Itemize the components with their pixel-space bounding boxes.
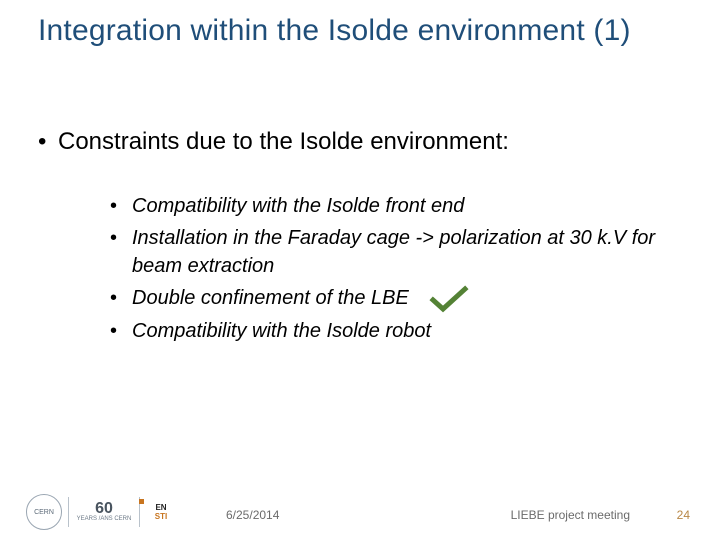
sti-top: EN [155, 503, 166, 512]
sub-bullet-item: •Double confinement of the LBE [110, 284, 670, 313]
footer: CERN 60 YEARS /ANS CERN EN STI 6/25/2014… [0, 492, 720, 540]
sub-bullet-list: •Compatibility with the Isolde front end… [110, 192, 670, 349]
anniversary-label: YEARS /ANS CERN [77, 516, 132, 522]
logo-divider [68, 497, 69, 527]
sub-bullet-dot: • [110, 317, 132, 345]
anniversary-logo: 60 YEARS /ANS CERN [75, 494, 133, 530]
sub-bullet-dot: • [110, 284, 132, 312]
sub-bullet-text: Double confinement of the LBE [132, 284, 469, 313]
sub-bullet-text: Installation in the Faraday cage -> pola… [132, 224, 670, 280]
footer-page-number: 24 [677, 508, 690, 522]
sub-bullet-dot: • [110, 224, 132, 252]
sub-bullet-text: Compatibility with the Isolde front end [132, 192, 464, 220]
footer-meeting: LIEBE project meeting [511, 508, 630, 522]
slide: Integration within the Isolde environmen… [0, 0, 720, 540]
logo-group: CERN 60 YEARS /ANS CERN EN STI [26, 494, 176, 530]
sub-bullet-dot: • [110, 192, 132, 220]
sti-bottom: STI [155, 512, 167, 521]
check-icon [429, 284, 469, 313]
en-sti-logo: EN STI [146, 497, 176, 527]
sti-dot-icon [139, 499, 144, 504]
level1-text: Constraints due to the Isolde environmen… [58, 128, 668, 156]
sub-bullet-text: Compatibility with the Isolde robot [132, 317, 431, 345]
footer-date: 6/25/2014 [226, 508, 279, 522]
anniversary-number: 60 [95, 502, 113, 516]
bullet-level1: • [38, 128, 46, 156]
cern-logo: CERN [26, 494, 62, 530]
sub-bullet-item: •Compatibility with the Isolde robot [110, 317, 670, 345]
slide-title: Integration within the Isolde environmen… [38, 14, 658, 48]
sub-bullet-item: •Installation in the Faraday cage -> pol… [110, 224, 670, 280]
sub-bullet-item: •Compatibility with the Isolde front end [110, 192, 670, 220]
